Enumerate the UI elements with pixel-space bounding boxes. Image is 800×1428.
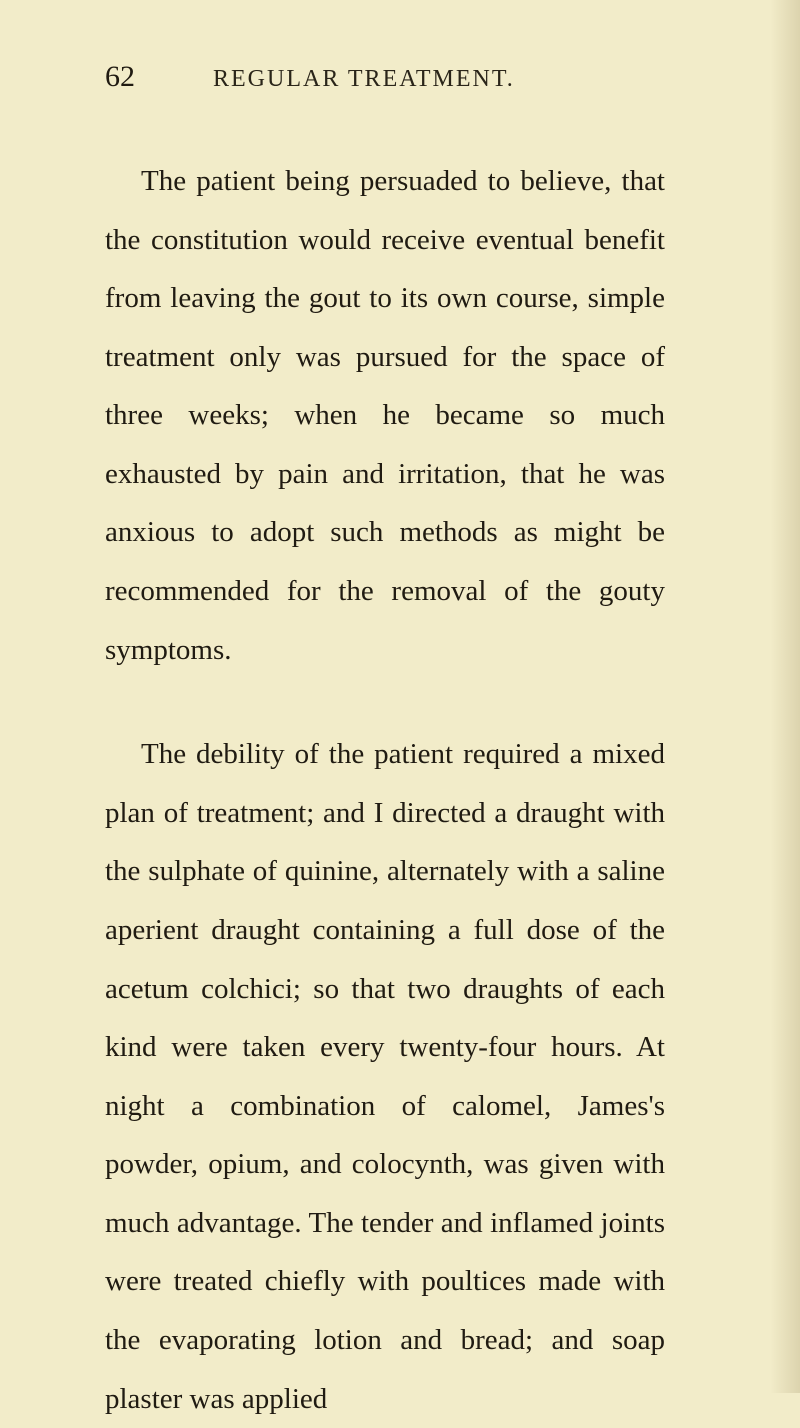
body-paragraph: The patient being persuaded to believe, …: [105, 152, 665, 679]
page-edge-shadow: [770, 0, 800, 1393]
page-number: 62: [105, 60, 135, 94]
running-title: REGULAR TREATMENT.: [213, 66, 515, 93]
page-header: 62 REGULAR TREATMENT.: [105, 60, 665, 94]
page-text-block: 62 REGULAR TREATMENT. The patient being …: [105, 60, 665, 1428]
body-paragraph: The debility of the patient required a m…: [105, 725, 665, 1428]
